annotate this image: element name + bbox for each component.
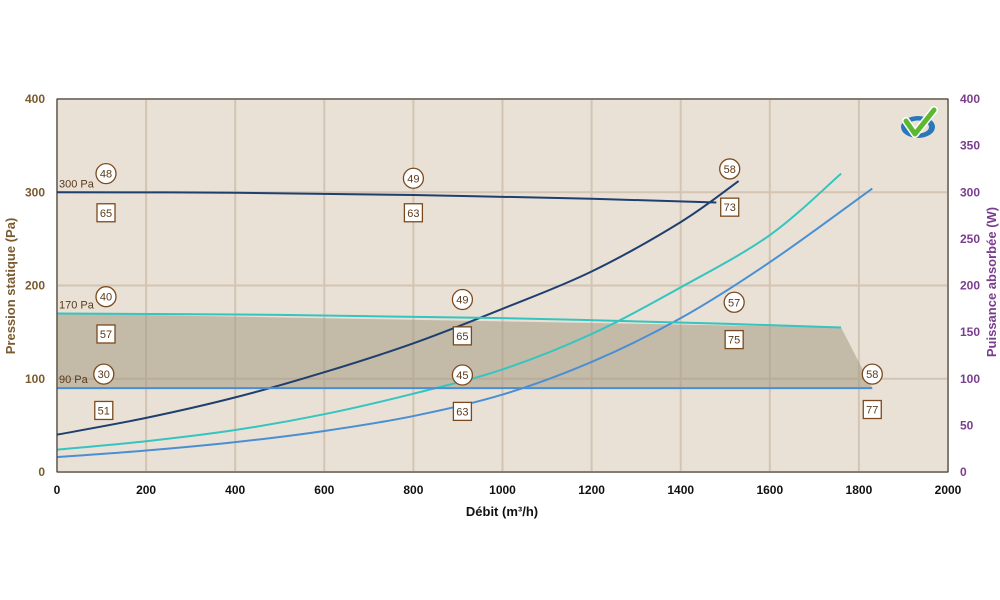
marker-value: 77 [866, 405, 878, 417]
y-left-tick-label: 200 [25, 279, 45, 293]
marker-circle [719, 158, 741, 180]
marker-square [94, 400, 114, 421]
sound-pressure-marker: 51 [94, 400, 114, 421]
marker-circle [861, 363, 883, 385]
marker-value: 58 [866, 369, 878, 381]
marker-square [403, 203, 424, 223]
sound-power-marker: 48 [95, 162, 117, 185]
marker-value: 49 [407, 173, 419, 185]
marker-circle [451, 364, 474, 386]
y-right-tick-label: 100 [960, 372, 980, 386]
marker-square [720, 197, 740, 217]
pressure-curve-label: 170 Pa [59, 299, 95, 311]
plot-border [56, 98, 949, 473]
marker-square [862, 399, 882, 420]
marker-circle [93, 363, 115, 385]
sound-pressure-marker: 73 [720, 197, 740, 217]
sound-power-marker: 45 [451, 364, 474, 386]
pressure-curve-label: 300 Pa [59, 178, 95, 190]
marker-value: 58 [724, 164, 736, 176]
marker-circle [95, 162, 117, 185]
pressure-curve-label: 90 Pa [59, 374, 89, 386]
axis-ticks: 0 200 400 600 800 1000 1200 1400 1600 1800 2000010… [25, 92, 980, 497]
x-tick-label: 200 [136, 483, 156, 497]
marker-square [724, 329, 744, 350]
y-left-tick-label: 300 [25, 185, 45, 199]
marker-square [452, 326, 473, 346]
marker-value: 75 [728, 335, 740, 347]
x-axis-title: Débit (m³/h) [466, 504, 538, 519]
y-right-tick-label: 50 [960, 418, 974, 432]
marker-value: 63 [407, 208, 419, 220]
operating-zone [57, 313, 873, 389]
y-left-axis-title: Pression statique (Pa) [3, 218, 18, 355]
curve-labels: 300 Pa 170 Pa 90 Pa [59, 178, 95, 386]
sound-pressure-marker: 63 [403, 203, 424, 223]
marker-circle [451, 288, 474, 311]
x-tick-label: 1000 [489, 483, 516, 497]
x-tick-label: 1800 [846, 483, 873, 497]
sound-pressure-marker: 65 [452, 326, 473, 346]
y-right-tick-label: 0 [960, 465, 967, 479]
sound-power-marker: 58 [861, 363, 883, 385]
y-right-tick-label: 250 [960, 232, 980, 246]
sound-power-marker: 49 [451, 288, 474, 311]
marker-value: 65 [100, 208, 112, 220]
marker-value: 57 [728, 297, 740, 309]
marker-square [96, 203, 116, 223]
sound-pressure-marker: 75 [724, 329, 744, 350]
marker-value: 49 [456, 294, 468, 306]
sound-markers: 48 65 49 63 58 73 40 57 49 65 57 75 30 51 45 63 58 77 [93, 158, 883, 422]
marker-value: 45 [456, 370, 468, 382]
x-tick-label: 1200 [578, 483, 605, 497]
marker-value: 40 [100, 292, 112, 304]
sound-pressure-marker: 77 [862, 399, 882, 420]
y-right-tick-label: 300 [960, 185, 980, 199]
sound-pressure-marker: 65 [96, 203, 116, 223]
marker-square [452, 401, 473, 422]
marker-circle [95, 286, 117, 308]
marker-value: 30 [98, 369, 110, 381]
sound-pressure-marker: 57 [96, 324, 116, 344]
x-tick-label: 600 [314, 483, 334, 497]
y-right-tick-label: 350 [960, 139, 980, 153]
y-right-tick-label: 150 [960, 325, 980, 339]
marker-value: 65 [456, 331, 468, 343]
marker-value: 73 [724, 202, 736, 214]
marker-square [96, 324, 116, 344]
x-tick-label: 2000 [935, 483, 962, 497]
x-tick-label: 1400 [667, 483, 694, 497]
pressure-curve [56, 191, 717, 204]
sound-power-marker: 49 [402, 167, 425, 189]
y-right-tick-label: 200 [960, 279, 980, 293]
y-left-tick-label: 400 [25, 92, 45, 106]
x-tick-label: 0 [54, 483, 61, 497]
sound-power-marker: 58 [719, 158, 741, 180]
marker-value: 63 [456, 406, 468, 418]
y-right-axis-title: Puissance absorbée (W) [984, 207, 999, 357]
pressure-curve [56, 312, 842, 329]
y-left-tick-label: 0 [38, 465, 45, 479]
x-tick-label: 1600 [756, 483, 783, 497]
marker-value: 51 [98, 405, 110, 417]
x-tick-label: 800 [403, 483, 423, 497]
x-tick-label: 400 [225, 483, 245, 497]
marker-value: 48 [100, 169, 112, 181]
power-curve [56, 180, 740, 436]
y-right-tick-label: 400 [960, 92, 980, 106]
check-logo-icon [901, 106, 938, 138]
marker-circle [723, 291, 745, 313]
y-left-tick-label: 100 [25, 372, 45, 386]
sound-power-marker: 57 [723, 291, 745, 313]
sound-power-marker: 40 [95, 286, 117, 308]
sound-pressure-marker: 63 [452, 401, 473, 422]
marker-value: 57 [100, 329, 112, 341]
sound-power-marker: 30 [93, 363, 115, 385]
marker-circle [402, 167, 425, 189]
